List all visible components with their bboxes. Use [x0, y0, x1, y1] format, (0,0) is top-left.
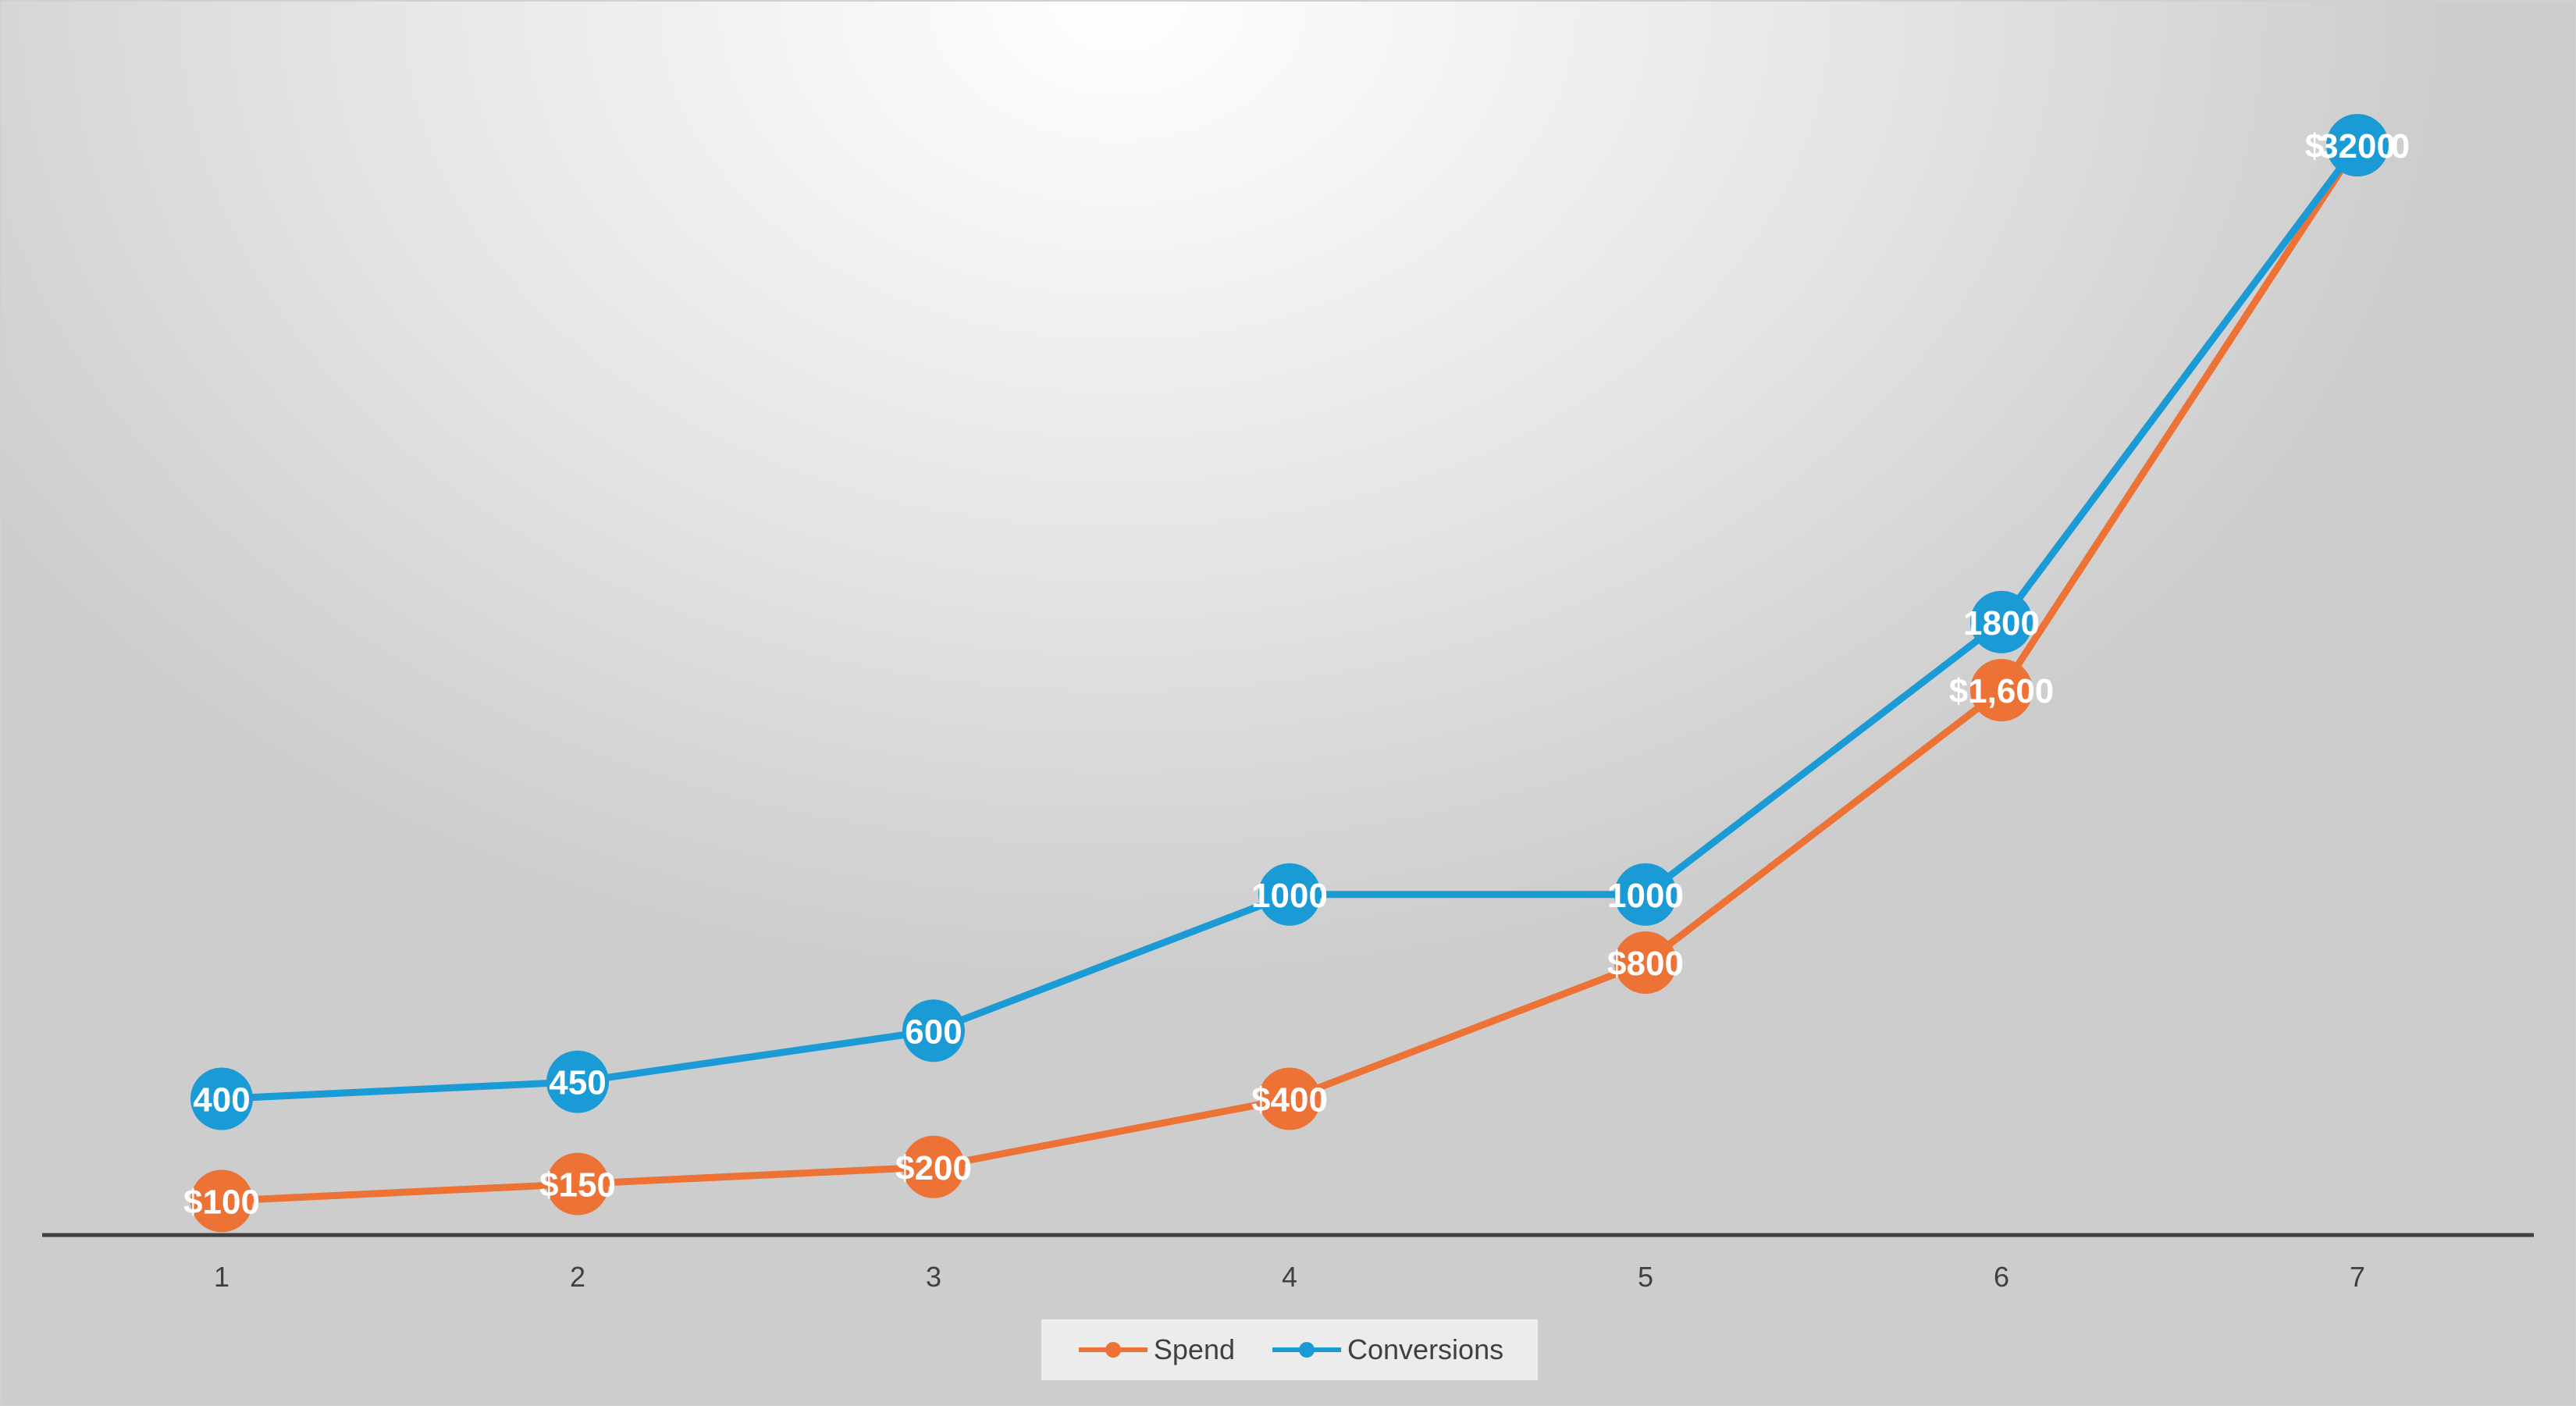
data-point-spend: [1970, 659, 2033, 721]
series-layer: $100$150$200$400$800$1,600$3,20040045060…: [183, 114, 2410, 1233]
x-tick-label: 5: [1638, 1261, 1653, 1293]
data-label-conversions: 1800: [1963, 604, 2040, 642]
data-point-conversions: [1970, 590, 2033, 653]
data-label-spend: $800: [1607, 945, 1684, 983]
x-tick-label: 2: [570, 1261, 585, 1293]
data-label-spend: $400: [1251, 1081, 1328, 1119]
data-label-conversions: 3200: [2319, 127, 2396, 166]
data-point-spend: [546, 1152, 609, 1216]
legend-swatch-conversions: [1272, 1342, 1341, 1358]
data-point-conversions: [546, 1050, 609, 1113]
legend-item-conversions: Conversions: [1269, 1333, 1503, 1366]
x-tick-label: 4: [1282, 1261, 1297, 1293]
data-point-spend: [190, 1169, 253, 1233]
legend-label-conversions: Conversions: [1347, 1333, 1504, 1365]
series-conversions: 400 450 600 1000 1000 1800 3200: [190, 114, 2396, 1130]
data-point-spend: [1258, 1067, 1321, 1130]
x-tick-label: 7: [2350, 1261, 2365, 1293]
data-label-conversions: 1000: [1607, 877, 1684, 915]
data-label-spend: $100: [183, 1183, 260, 1221]
data-label-conversions: 1000: [1251, 877, 1328, 915]
data-label-spend: $150: [539, 1166, 616, 1205]
data-label-conversions: 450: [549, 1064, 606, 1102]
data-label-spend: $1,600: [1949, 672, 2055, 710]
x-tick-label: 6: [1994, 1261, 2009, 1293]
data-point-conversions: [1614, 863, 1677, 926]
legend-swatch-spend: [1078, 1342, 1147, 1358]
data-point-conversions: [902, 999, 965, 1063]
x-axis-tick-labels: 1 2 3 4 5 6 7: [214, 1261, 2365, 1293]
data-point-conversions: [1258, 863, 1321, 926]
legend-item-spend: Spend: [1076, 1333, 1235, 1366]
data-point-spend: [902, 1135, 965, 1198]
legend-label-spend: Spend: [1153, 1333, 1235, 1365]
x-tick-label: 1: [214, 1261, 229, 1293]
data-label-conversions: 400: [193, 1081, 250, 1119]
x-tick-label: 3: [926, 1261, 941, 1293]
series-spend: $100$150$200$400$800$1,600$3,200: [183, 114, 2410, 1233]
data-label-spend: $200: [895, 1149, 972, 1187]
data-label-conversions: 600: [905, 1013, 962, 1051]
data-point-conversions: [2326, 114, 2389, 176]
data-point-conversions: [190, 1067, 253, 1130]
legend: Spend Conversions: [1041, 1319, 1538, 1380]
data-point-spend: [1614, 931, 1677, 994]
